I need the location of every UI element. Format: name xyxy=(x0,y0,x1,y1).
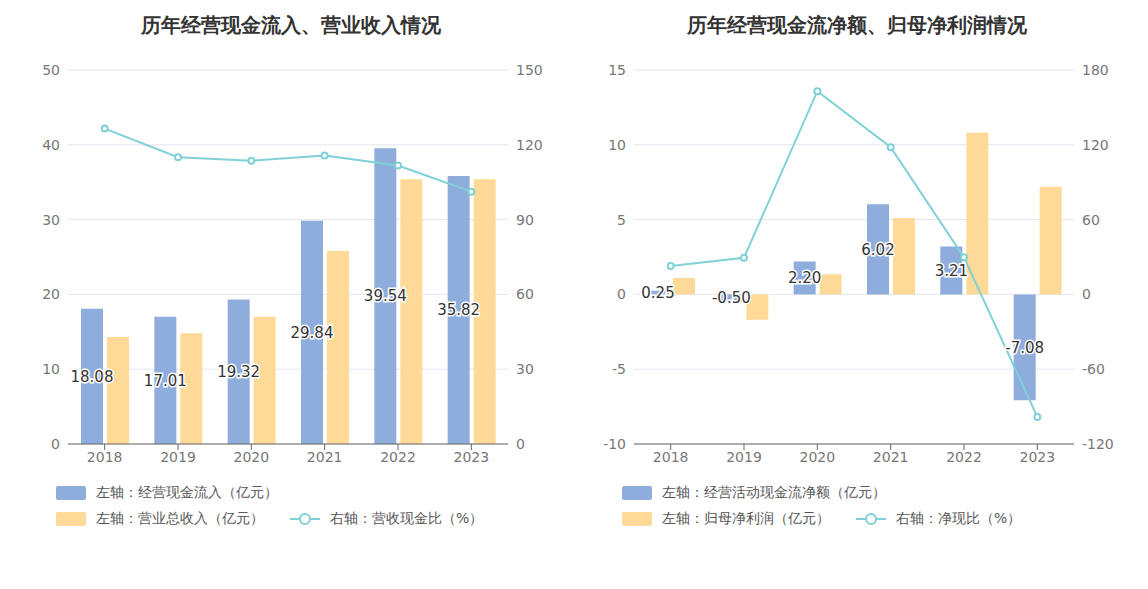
html-text:历年经营现金流净额、归母净利润情况: 历年经营现金流净额、归母净利润情况 xyxy=(687,13,1027,37)
svg-text:20: 20 xyxy=(42,286,60,302)
html-text:右轴：营收现金比（%）: 右轴：营收现金比（%） xyxy=(330,510,484,526)
svg-text:2019: 2019 xyxy=(726,449,762,465)
html-text:右轴：净现比（%）: 右轴：净现比（%） xyxy=(896,510,1022,526)
html-text:左轴：经营现金流入（亿元）: 左轴：经营现金流入（亿元） xyxy=(96,484,278,500)
svg-text:3.21: 3.21 xyxy=(935,262,968,280)
svg-text:2020: 2020 xyxy=(234,449,270,465)
svg-text:150: 150 xyxy=(516,62,543,78)
svg-text:-5: -5 xyxy=(612,361,626,377)
svg-text:60: 60 xyxy=(516,286,534,302)
html-text:左轴：归母净利润（亿元）: 左轴：归母净利润（亿元） xyxy=(662,510,830,526)
svg-text:6.02: 6.02 xyxy=(861,241,894,259)
svg-text:60: 60 xyxy=(1082,212,1100,228)
html-text:历年经营现金流入、营业收入情况: 历年经营现金流入、营业收入情况 xyxy=(141,13,441,37)
svg-text:2022: 2022 xyxy=(380,449,416,465)
svg-text:120: 120 xyxy=(516,137,543,153)
svg-text:0: 0 xyxy=(1082,286,1091,302)
svg-text:2019: 2019 xyxy=(160,449,196,465)
svg-text:2023: 2023 xyxy=(1020,449,1056,465)
svg-text:2023: 2023 xyxy=(454,449,490,465)
svg-text:2021: 2021 xyxy=(873,449,909,465)
svg-text:-120: -120 xyxy=(1082,436,1114,452)
html-text:左轴：营业总收入（亿元）: 左轴：营业总收入（亿元） xyxy=(96,510,264,526)
svg-text:10: 10 xyxy=(608,137,626,153)
svg-text:0: 0 xyxy=(51,436,60,452)
svg-text:5: 5 xyxy=(617,212,626,228)
svg-text:0: 0 xyxy=(516,436,525,452)
svg-text:0.25: 0.25 xyxy=(641,284,674,302)
svg-text:2021: 2021 xyxy=(307,449,343,465)
svg-text:18.08: 18.08 xyxy=(71,368,114,386)
svg-text:-0.50: -0.50 xyxy=(712,289,751,307)
svg-text:2022: 2022 xyxy=(946,449,982,465)
svg-text:-7.08: -7.08 xyxy=(1005,339,1044,357)
svg-text:180: 180 xyxy=(1082,62,1109,78)
svg-text:-60: -60 xyxy=(1082,361,1105,377)
svg-text:10: 10 xyxy=(42,361,60,377)
svg-text:19.32: 19.32 xyxy=(217,363,260,381)
svg-text:30: 30 xyxy=(516,361,534,377)
svg-text:120: 120 xyxy=(1082,137,1109,153)
svg-text:2018: 2018 xyxy=(87,449,123,465)
svg-text:29.84: 29.84 xyxy=(291,324,334,342)
svg-text:2020: 2020 xyxy=(800,449,836,465)
svg-text:50: 50 xyxy=(42,62,60,78)
svg-text:35.82: 35.82 xyxy=(437,301,480,319)
svg-text:2018: 2018 xyxy=(653,449,689,465)
html-text:左轴：经营活动现金流净额（亿元）: 左轴：经营活动现金流净额（亿元） xyxy=(662,484,886,500)
svg-text:39.54: 39.54 xyxy=(364,287,407,305)
svg-text:15: 15 xyxy=(608,62,626,78)
svg-text:17.01: 17.01 xyxy=(144,372,187,390)
svg-text:90: 90 xyxy=(516,212,534,228)
svg-text:30: 30 xyxy=(42,212,60,228)
svg-text:40: 40 xyxy=(42,137,60,153)
svg-text:0: 0 xyxy=(617,286,626,302)
svg-text:2.20: 2.20 xyxy=(788,269,821,287)
svg-text:-10: -10 xyxy=(603,436,626,452)
